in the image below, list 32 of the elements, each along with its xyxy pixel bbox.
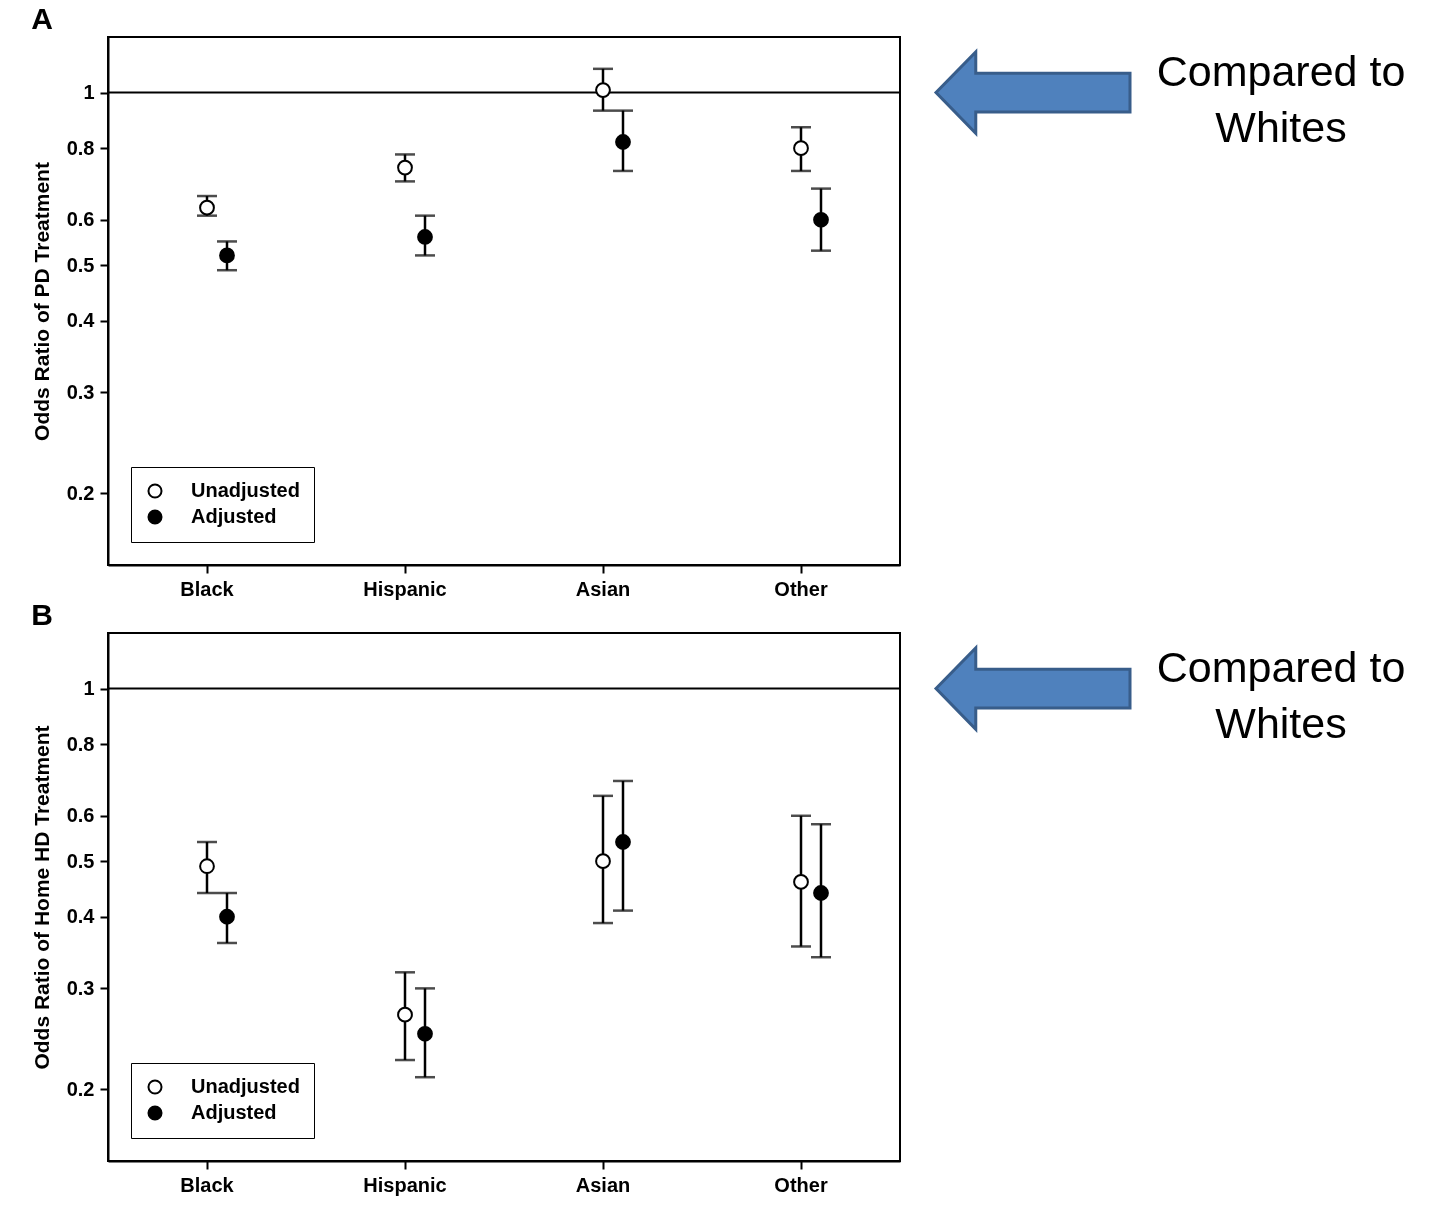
y-tick-label: 0.3 <box>66 380 95 403</box>
y-tick-label: 0.8 <box>66 732 95 755</box>
y-axis-title: Odds Ratio of Home HD Treatment <box>29 725 53 1070</box>
x-tick-label: Hispanic <box>363 577 447 600</box>
y-axis-title: Odds Ratio of PD Treatment <box>29 162 53 441</box>
y-tick-label: 0.2 <box>66 1077 95 1100</box>
legend-label: Unadjusted <box>191 1075 300 1097</box>
text: Compared to Whites <box>1156 642 1406 747</box>
x-tick-label: Asian <box>575 577 631 600</box>
text: Compared to Whites <box>1156 46 1406 151</box>
x-tick-label: Asian <box>575 1173 631 1196</box>
y-tick-label: 0.5 <box>66 849 95 872</box>
y-tick-label: 0.6 <box>66 208 95 231</box>
x-tick-label: Black <box>180 577 235 600</box>
y-tick-label: 1 <box>83 81 95 104</box>
legend-label: Adjusted <box>191 1101 277 1123</box>
y-tick-label: 0.6 <box>66 804 95 827</box>
y-tick-label: 0.4 <box>66 905 96 928</box>
x-tick-label: Hispanic <box>363 1173 447 1196</box>
y-tick-label: 0.3 <box>66 976 95 999</box>
chart-title: B <box>31 598 53 631</box>
y-tick-label: 0.5 <box>66 253 95 276</box>
legend-label: Adjusted <box>191 505 277 527</box>
x-tick-label: Other <box>774 1173 828 1196</box>
y-tick-label: 0.8 <box>66 136 95 159</box>
x-tick-label: Other <box>774 577 828 600</box>
y-tick-label: 0.2 <box>66 481 95 504</box>
y-tick-label: 0.4 <box>66 309 96 332</box>
y-tick-label: 1 <box>83 677 95 700</box>
x-tick-label: Black <box>180 1173 235 1196</box>
legend-label: Unadjusted <box>191 479 300 501</box>
chart-title: A <box>31 2 53 35</box>
